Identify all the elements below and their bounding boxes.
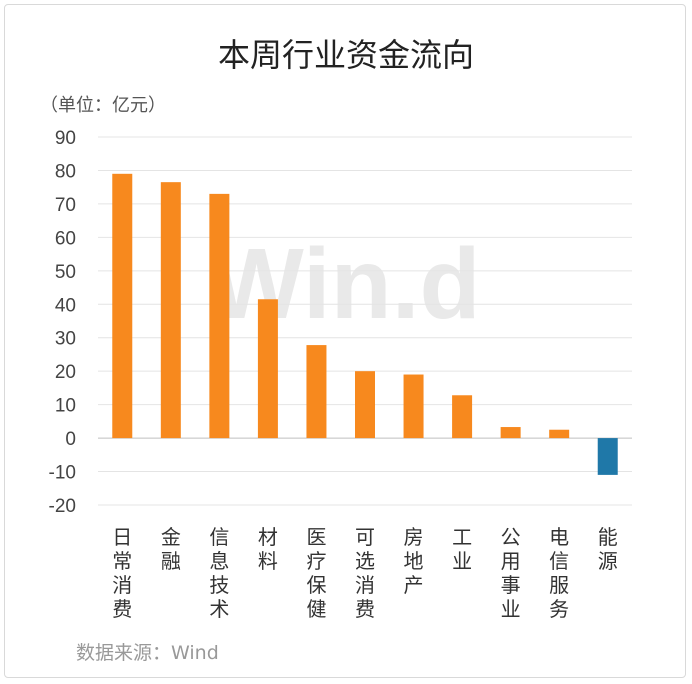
category-label: 房地产 xyxy=(404,525,424,597)
category-label: 金融 xyxy=(161,525,181,573)
bar xyxy=(355,371,375,439)
bar xyxy=(500,427,521,439)
category-label: 公用事业 xyxy=(501,525,521,621)
category-label: 工业 xyxy=(452,525,472,573)
source-note: 数据来源：Wind xyxy=(76,642,219,664)
y-tick-label: -10 xyxy=(49,463,76,484)
x-axis-categories: 日常消费 金融 信息技术 材料 医疗保健 可选消费 房地产 工业 公用事业 电信服务 能源 xyxy=(112,525,617,621)
category-label: 医疗保健 xyxy=(306,525,326,621)
y-tick-label: 10 xyxy=(55,396,76,417)
bar xyxy=(403,374,424,439)
category-label: 日常消费 xyxy=(112,525,132,621)
y-tick-label: 30 xyxy=(55,329,76,350)
bar xyxy=(597,438,618,475)
y-tick-label: 20 xyxy=(55,362,76,383)
category-label: 材料 xyxy=(258,525,278,573)
y-tick-label: 70 xyxy=(55,195,76,216)
bar xyxy=(257,299,278,439)
category-label: 能源 xyxy=(598,525,618,573)
chart-title: 本周行业资金流向 xyxy=(218,36,474,74)
unit-label: （单位：亿元） xyxy=(40,95,166,116)
y-tick-label: 90 xyxy=(55,128,76,149)
y-tick-label: 0 xyxy=(65,429,76,450)
y-axis-ticks: 90 80 70 60 50 40 30 20 10 0 -10 -20 xyxy=(49,128,76,517)
bar xyxy=(209,193,230,439)
category-label: 信息技术 xyxy=(209,525,229,621)
bar xyxy=(160,182,181,439)
bar xyxy=(452,395,473,439)
category-label: 可选消费 xyxy=(355,525,375,621)
bar xyxy=(306,345,327,439)
y-tick-label: -20 xyxy=(49,496,76,517)
y-tick-label: 80 xyxy=(55,161,76,182)
bar xyxy=(112,173,133,439)
bars xyxy=(112,173,618,475)
watermark: Win.d xyxy=(209,228,480,340)
y-tick-label: 40 xyxy=(55,295,76,316)
y-tick-label: 50 xyxy=(55,262,76,283)
category-label: 电信服务 xyxy=(549,525,569,621)
y-tick-label: 60 xyxy=(55,228,76,249)
bar xyxy=(549,429,570,439)
